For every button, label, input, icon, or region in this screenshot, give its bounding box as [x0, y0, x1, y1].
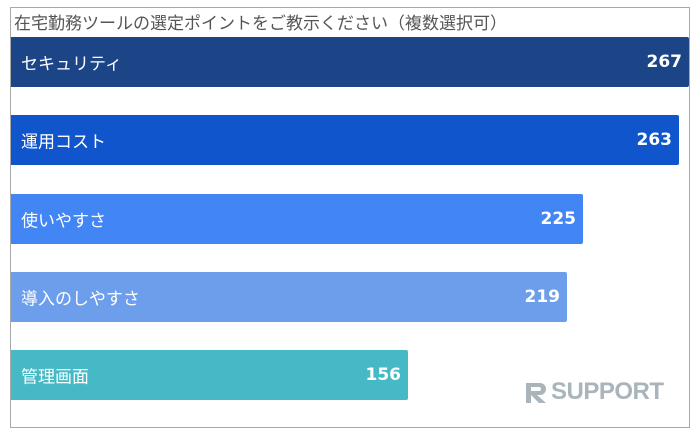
logo-text: SUPPORT	[551, 378, 664, 405]
bar-label: 管理画面	[21, 367, 89, 388]
rsupport-logo: SUPPORT	[524, 377, 664, 407]
bar-ease-of-use: 使いやすさ 225	[11, 194, 583, 244]
bar-label: 使いやすさ	[21, 211, 106, 232]
chart-title: 在宅勤務ツールの選定ポイントをご教示ください（複数選択可）	[14, 14, 507, 34]
r-logo-icon	[526, 383, 546, 403]
bar-value: 219	[524, 287, 561, 307]
bar-admin-console: 管理画面 156	[11, 350, 408, 400]
bar-ease-of-deployment: 導入のしやすさ 219	[11, 272, 567, 322]
bar-value: 225	[540, 209, 577, 229]
bar-value: 156	[365, 365, 402, 385]
bar-label: 運用コスト	[21, 132, 106, 153]
bar-value: 267	[646, 52, 683, 72]
bar-operating-cost: 運用コスト 263	[11, 115, 679, 165]
bar-value: 263	[636, 130, 673, 150]
bar-security: セキュリティ 267	[11, 37, 689, 87]
bar-label: セキュリティ	[21, 54, 122, 75]
bar-label: 導入のしやすさ	[21, 289, 140, 310]
